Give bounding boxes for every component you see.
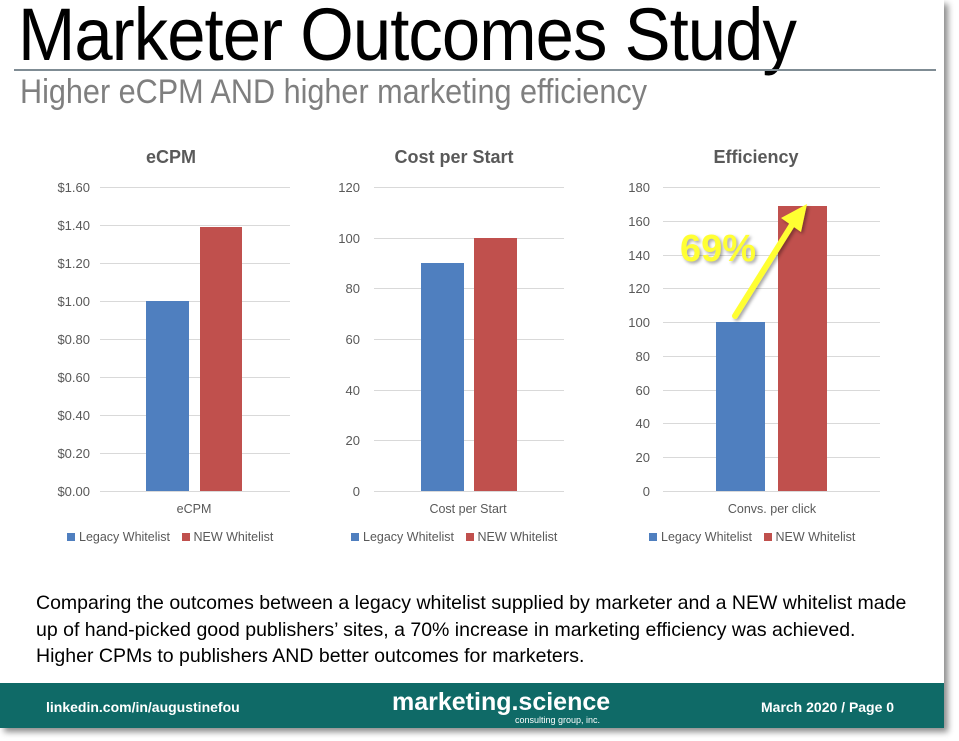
gridline	[100, 339, 290, 340]
brand-subtitle: consulting group, inc.	[515, 715, 601, 725]
legend-item-legacy: Legacy Whitelist	[649, 530, 752, 544]
bar-new	[200, 227, 242, 491]
y-tick: $1.20	[57, 256, 90, 271]
gridline	[374, 288, 564, 290]
y-tick: 160	[628, 214, 650, 229]
growth-arrow-icon	[732, 204, 807, 319]
chart-title: Cost per Start	[394, 147, 514, 167]
gridline	[663, 322, 880, 324]
legend-swatch	[649, 533, 657, 541]
y-tick: 60	[635, 383, 650, 398]
date-page-label: March 2020 / Page 0	[761, 699, 895, 715]
y-tick: $0.20	[57, 446, 90, 461]
gridline	[663, 491, 880, 492]
gridline	[663, 389, 880, 391]
y-tick: 60	[345, 332, 360, 347]
legend-item-new: NEW Whitelist	[465, 530, 557, 544]
bar-new	[778, 206, 827, 491]
y-tick: 140	[628, 248, 650, 263]
y-tick: 100	[628, 315, 650, 330]
gridline	[100, 225, 290, 226]
linkedin-link[interactable]: linkedin.com/in/augustinefou	[46, 699, 240, 715]
gridline	[663, 220, 880, 222]
gridline	[374, 187, 564, 188]
x-category: Convs. per click	[727, 502, 817, 516]
gridline	[100, 263, 290, 264]
gridline	[100, 301, 290, 302]
slide-subtitle: Higher eCPM AND higher marketing efficie…	[20, 73, 648, 111]
legend-item-new: NEW Whitelist	[763, 530, 855, 544]
brand-logo-text: marketing.science	[392, 688, 611, 716]
footer-bar: linkedin.com/in/augustinefou marketing.s…	[0, 683, 944, 728]
gridline	[663, 423, 880, 425]
chart-cost-per-start: Cost per Start 120 100 80 60 40 20 0 Cos…	[320, 140, 580, 560]
legend-item-legacy: Legacy Whitelist	[351, 530, 454, 544]
y-tick: 20	[635, 450, 650, 465]
y-tick: 180	[628, 180, 650, 195]
y-tick: 0	[642, 484, 650, 499]
gridline	[374, 237, 564, 239]
legend-item-legacy: Legacy Whitelist	[67, 530, 170, 544]
y-tick: 80	[635, 349, 650, 364]
gridline	[100, 491, 290, 492]
y-tick: 100	[338, 231, 360, 246]
legend: Legacy Whitelist NEW Whitelist	[351, 530, 565, 544]
legend-swatch	[181, 533, 190, 541]
legend-swatch	[67, 533, 75, 541]
y-tick: $0.00	[57, 484, 90, 499]
growth-annotation: 69%	[680, 228, 757, 270]
y-tick: 40	[345, 383, 360, 398]
chart-title: Efficiency	[713, 147, 799, 167]
y-tick: 80	[345, 281, 360, 296]
gridline	[100, 415, 290, 416]
plot-area	[374, 187, 564, 492]
gridline	[100, 453, 290, 454]
x-category: Cost per Start	[429, 502, 507, 516]
y-tick: $0.60	[57, 370, 90, 385]
slide: Marketer Outcomes Study Higher eCPM AND …	[0, 0, 944, 728]
gridline	[100, 187, 290, 188]
bar-legacy	[421, 263, 464, 491]
legend-swatch	[465, 533, 474, 541]
y-tick: $0.40	[57, 408, 90, 423]
chart-ecpm: eCPM $1.60 $1.40 $1.20 $1.00 $0.80 $0.60…	[30, 140, 310, 560]
gridline	[663, 457, 880, 459]
title-divider	[14, 69, 936, 71]
caption-text: Comparing the outcomes between a legacy …	[36, 592, 907, 667]
bar-new	[474, 238, 517, 491]
legend-swatch	[351, 533, 359, 541]
y-tick: $0.80	[57, 332, 90, 347]
x-category: eCPM	[176, 502, 212, 516]
legend: Legacy Whitelist NEW Whitelist	[649, 530, 863, 544]
bar-legacy	[716, 322, 765, 491]
y-tick: 0	[352, 484, 360, 499]
gridline	[100, 377, 290, 378]
y-tick: $1.40	[57, 218, 90, 233]
plot-area	[663, 187, 880, 492]
y-tick: 120	[628, 281, 650, 296]
slide-title: Marketer Outcomes Study	[18, 0, 797, 76]
gridline	[374, 491, 564, 492]
chart-efficiency: Efficiency 180 160 140 120 100 80 60 40 …	[610, 140, 900, 560]
gridline	[374, 389, 564, 391]
y-tick: 120	[338, 180, 360, 195]
y-tick: 40	[635, 416, 650, 431]
legend-item-new: NEW Whitelist	[181, 530, 273, 544]
y-tick: 20	[345, 433, 360, 448]
legend: Legacy Whitelist NEW Whitelist	[67, 530, 281, 544]
gridline	[663, 187, 880, 188]
chart-title: eCPM	[145, 147, 196, 167]
y-tick: $1.60	[57, 180, 90, 195]
plot-area	[100, 187, 290, 492]
gridline	[374, 440, 564, 442]
gridline	[663, 355, 880, 357]
gridline	[374, 339, 564, 340]
y-tick: $1.00	[57, 294, 90, 309]
bar-legacy	[146, 301, 189, 491]
legend-swatch	[763, 533, 772, 541]
gridline	[663, 288, 880, 290]
